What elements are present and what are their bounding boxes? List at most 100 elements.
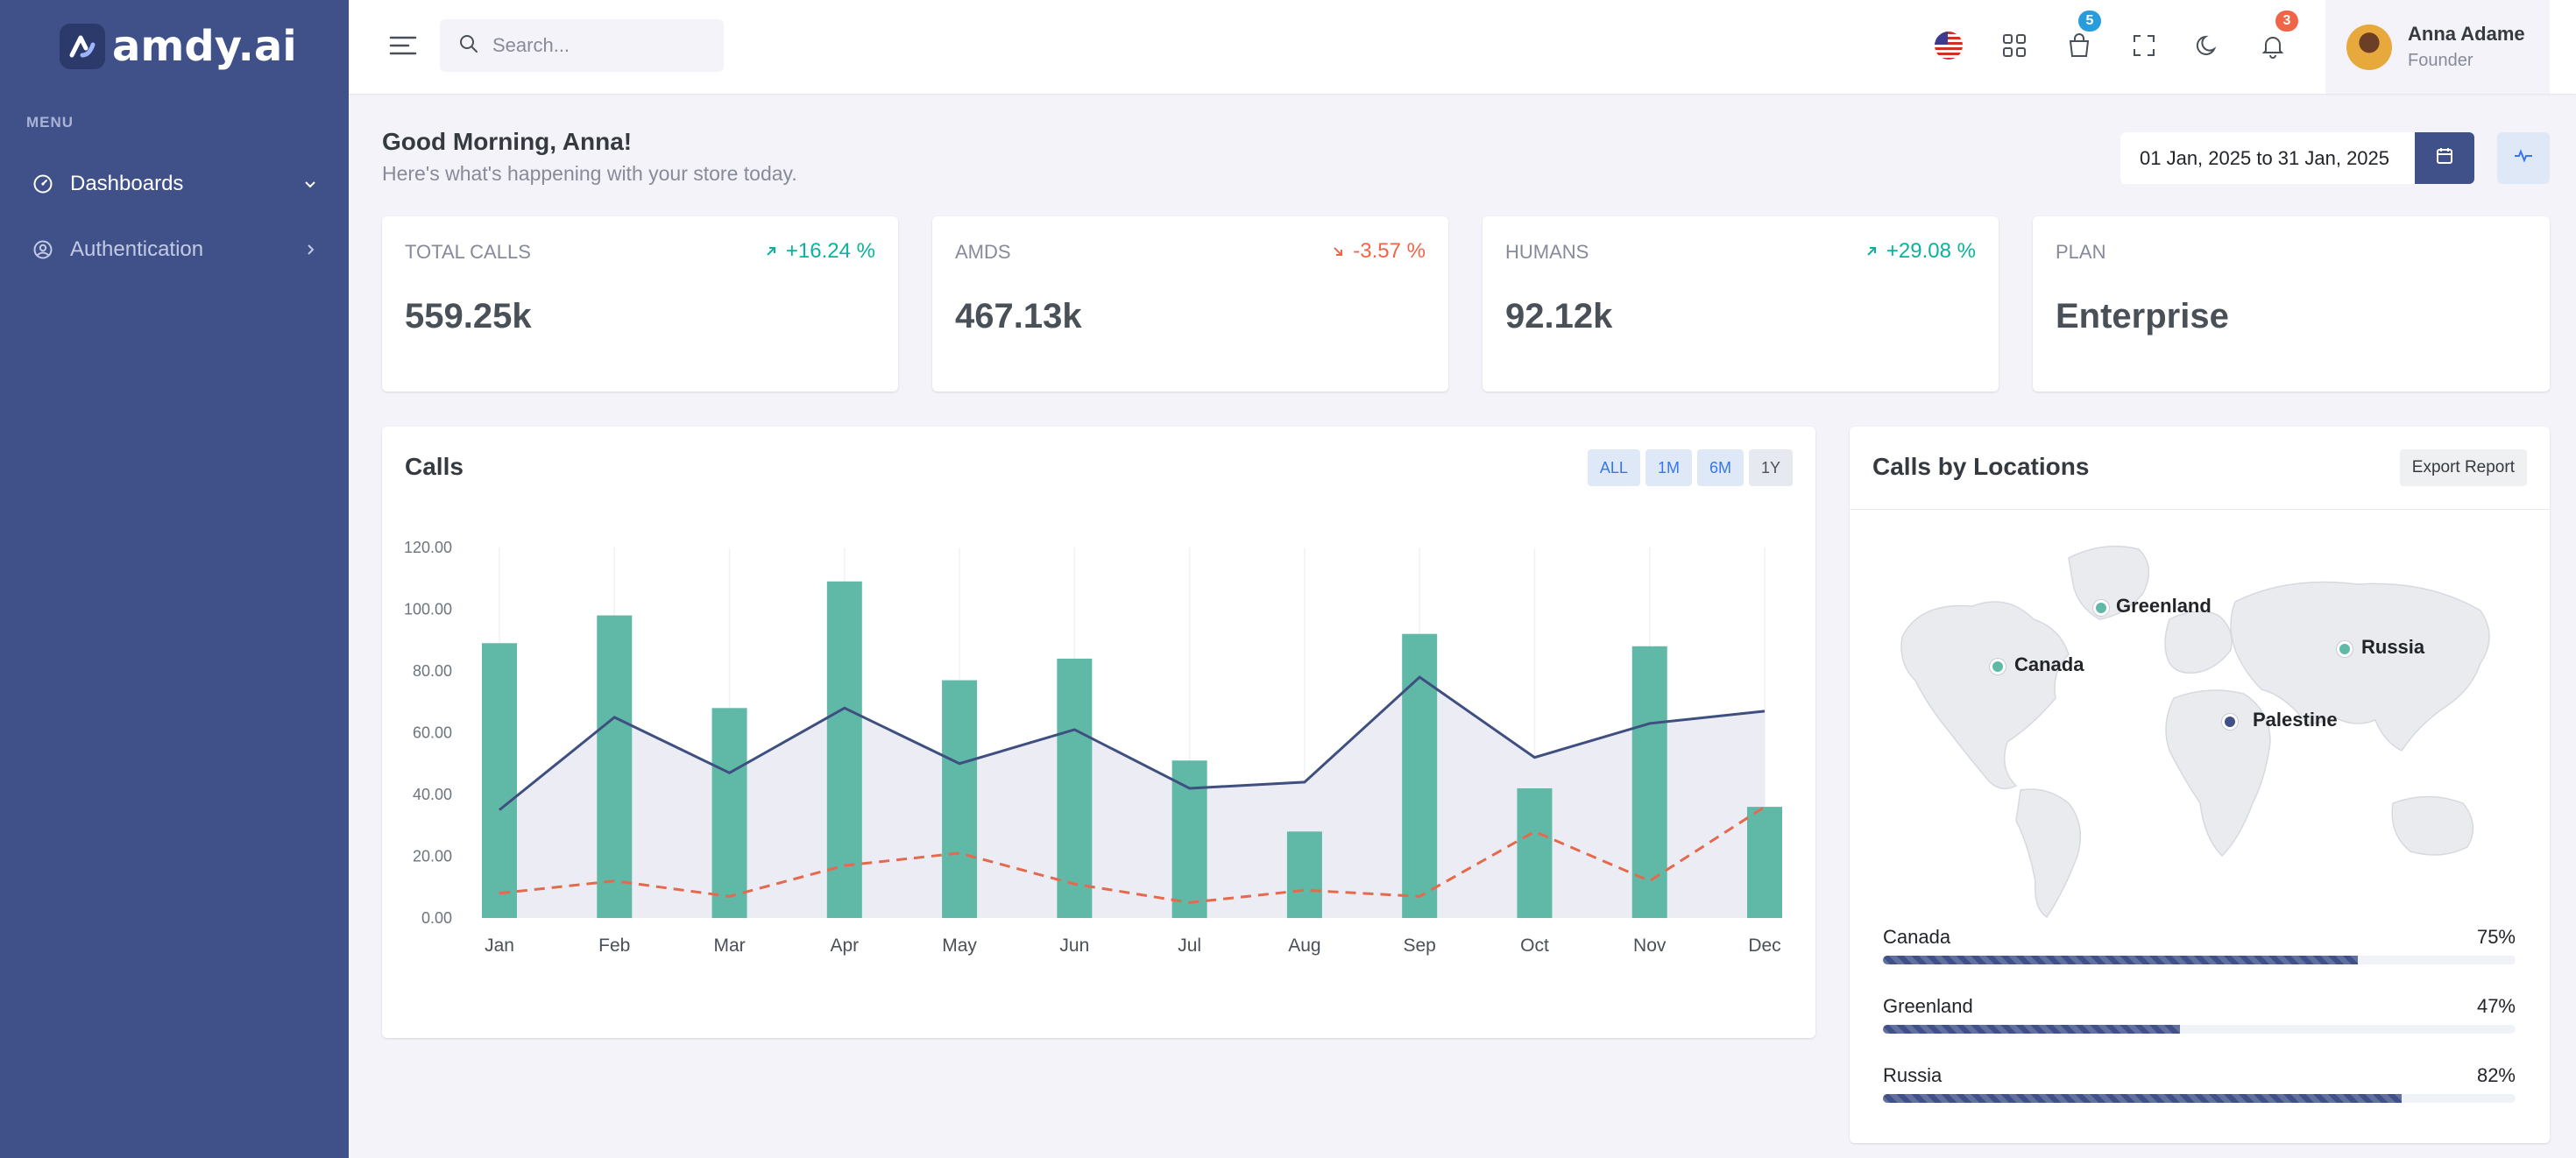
progress-percent: 75% [2476, 926, 2516, 948]
arrow-up-right-icon [1865, 239, 1878, 264]
avatar [2346, 24, 2392, 70]
y-tick-label: 60.00 [413, 724, 452, 742]
sidebar-item-authentication[interactable]: Authentication [32, 230, 321, 269]
x-tick-label: Jul [1178, 936, 1201, 956]
chevron-right-icon [300, 239, 321, 260]
sidebar-item-label: Authentication [70, 237, 204, 261]
progress-track [1883, 956, 2516, 964]
x-tick-label: May [942, 936, 977, 956]
calendar-icon [2435, 146, 2454, 170]
x-tick-label: Aug [1288, 936, 1320, 956]
user-menu[interactable]: Anna Adame Founder [2325, 0, 2550, 94]
cart-count-badge: 5 [2078, 11, 2101, 32]
date-range-input[interactable]: 01 Jan, 2025 to 31 Jan, 2025 [2120, 132, 2415, 184]
range-button-group: ALL 1M 6M 1Y [1587, 449, 1793, 486]
bar-aug [1286, 831, 1322, 918]
series-line-solid [499, 675, 1766, 811]
map-label-canada: Canada [2014, 653, 2084, 675]
progress-label: Canada [1883, 926, 1951, 948]
calendar-button[interactable] [2415, 132, 2474, 184]
us-flag-icon[interactable] [1929, 26, 1968, 65]
brand-logo[interactable]: amdy.ai [60, 21, 297, 72]
arrow-down-right-icon [1332, 239, 1344, 264]
progress-percent: 47% [2476, 995, 2516, 1017]
x-tick-label: Mar [713, 936, 745, 956]
stat-change: -3.57 % [1332, 239, 1426, 264]
map-marker-russia[interactable] [2337, 641, 2353, 657]
range-button-6m[interactable]: 6M [1696, 449, 1744, 486]
user-role: Founder [2408, 51, 2473, 70]
stat-change: +29.08 % [1865, 239, 1976, 264]
bell-icon[interactable] [2254, 26, 2292, 65]
x-tick-label: Oct [1520, 936, 1549, 956]
x-tick-label: Sep [1403, 936, 1435, 956]
stat-card-amds: AMDS -3.57 % 467.13k [932, 216, 1448, 392]
search-icon [459, 34, 478, 58]
progress-row-greenland: Greenland 47% [1883, 995, 2516, 1034]
dashboard-icon [32, 173, 54, 195]
stat-value: Enterprise [2056, 297, 2229, 335]
progress-label: Greenland [1883, 995, 1973, 1017]
stat-change: +16.24 % [765, 239, 875, 264]
x-tick-label: Feb [598, 936, 630, 956]
progress-label: Russia [1883, 1064, 1943, 1086]
progress-row-russia: Russia 82% [1883, 1064, 2516, 1103]
y-tick-label: 80.00 [413, 662, 452, 680]
bar-mar [711, 708, 747, 918]
sidebar: amdy.ai MENU Dashboards Authentication [0, 0, 349, 1158]
range-button-1m[interactable]: 1M [1645, 449, 1692, 486]
chevron-down-icon [300, 173, 321, 194]
stat-card-plan: PLAN Enterprise [2033, 216, 2550, 392]
x-tick-label: Jun [1059, 936, 1089, 956]
range-button-all[interactable]: ALL [1587, 449, 1640, 486]
calls-card-title: Calls [405, 453, 464, 480]
search-input[interactable] [492, 34, 720, 57]
map-label-russia: Russia [2361, 636, 2425, 658]
sidebar-item-label: Dashboards [70, 172, 184, 195]
stat-card-total-calls: TOTAL CALLS +16.24 % 559.25k [382, 216, 898, 392]
export-report-button[interactable]: Export Report [2399, 449, 2527, 486]
pulse-icon [2513, 145, 2534, 171]
y-tick-label: 20.00 [413, 848, 452, 865]
map-marker-canada[interactable] [1990, 659, 2006, 674]
menu-title: MENU [26, 114, 74, 131]
progress-track [1883, 1094, 2516, 1103]
card-divider [1850, 509, 2550, 510]
map-marker-greenland[interactable] [2093, 600, 2109, 616]
fullscreen-icon[interactable] [2125, 26, 2163, 65]
apps-grid-icon[interactable] [1995, 26, 2034, 65]
bar-nov [1631, 646, 1667, 918]
stat-label: HUMANS [1505, 241, 1589, 263]
x-tick-label: Jan [485, 936, 514, 956]
bar-may [942, 680, 978, 918]
shopping-bag-icon[interactable] [2060, 26, 2098, 65]
stat-label: AMDS [955, 241, 1011, 263]
calls-chart-card: Calls ALL 1M 6M 1Y 0.00 20.00 40.00 60.00 80… [382, 427, 1815, 1038]
calls-chart: 0.00 20.00 40.00 60.00 80.00 100.00 120.00 Jan F… [404, 539, 1782, 956]
stat-value: 467.13k [955, 297, 1082, 335]
greeting-title: Good Morning, Anna! [382, 128, 633, 155]
world-map [1900, 545, 2490, 919]
moon-icon[interactable] [2189, 26, 2227, 65]
hamburger-menu-icon[interactable] [387, 30, 419, 61]
bar-jan [482, 643, 517, 918]
bar-apr [826, 581, 862, 918]
map-marker-palestine[interactable] [2222, 714, 2238, 730]
bar-feb [597, 615, 633, 918]
arrow-up-right-icon [765, 239, 777, 264]
progress-bar [1883, 956, 2358, 964]
range-button-1y[interactable]: 1Y [1748, 449, 1793, 486]
progress-track [1883, 1025, 2516, 1034]
stat-value: 92.12k [1505, 297, 1613, 335]
activity-button[interactable] [2497, 132, 2550, 184]
greeting-subtitle: Here's what's happening with your store … [382, 162, 797, 185]
x-tick-label: Apr [830, 936, 859, 956]
stat-label: PLAN [2056, 241, 2106, 263]
progress-row-canada: Canada 75% [1883, 926, 2516, 964]
bar-jun [1057, 658, 1093, 918]
area-fill [499, 677, 1765, 918]
y-tick-label: 120.00 [404, 539, 452, 556]
sidebar-item-dashboards[interactable]: Dashboards [32, 165, 321, 203]
stat-card-humans: HUMANS +29.08 % 92.12k [1483, 216, 1999, 392]
bar-oct [1517, 787, 1553, 918]
